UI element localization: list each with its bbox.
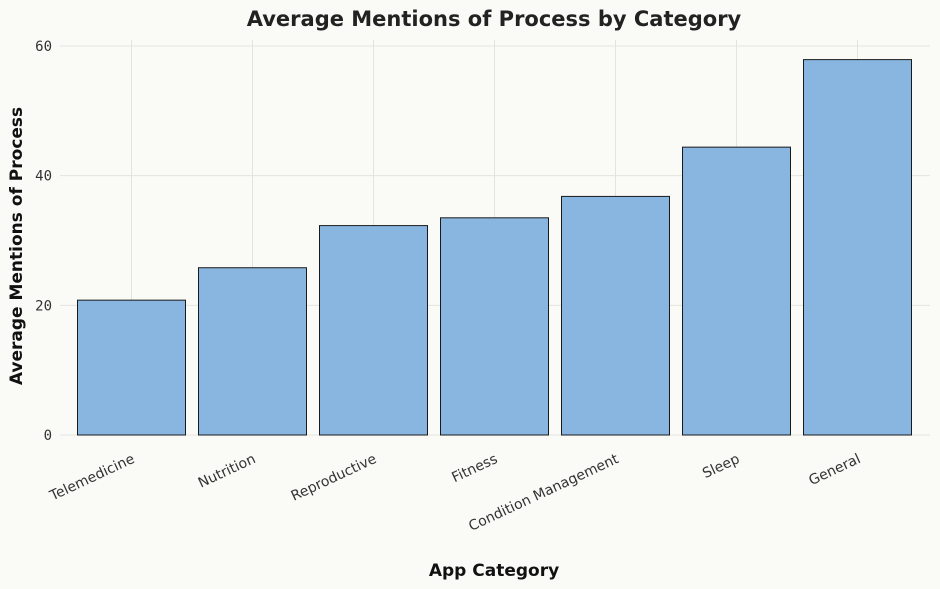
x-axis-title: App Category bbox=[429, 561, 559, 581]
chart-title: Average Mentions of Process by Category bbox=[247, 7, 742, 31]
bar-nutrition bbox=[198, 267, 307, 436]
y-axis-title: Average Mentions of Process bbox=[7, 107, 27, 385]
y-axis-ticks: 0 20 40 60 bbox=[35, 39, 52, 444]
bar-general bbox=[803, 59, 912, 436]
x-tick-label: Nutrition bbox=[196, 451, 258, 491]
bar-fitness bbox=[440, 217, 549, 436]
bar-condition-management bbox=[561, 195, 670, 436]
y-tick-label: 0 bbox=[44, 428, 52, 444]
x-tick-label: General bbox=[806, 451, 863, 489]
bar-reproductive bbox=[319, 225, 428, 436]
y-tick-label: 20 bbox=[35, 298, 52, 314]
bars bbox=[77, 59, 912, 436]
x-tick-label: Sleep bbox=[700, 451, 742, 482]
bar-sleep bbox=[682, 146, 791, 436]
x-axis-ticks: Telemedicine Nutrition Reproductive Fitness… bbox=[47, 451, 863, 535]
y-tick-label: 40 bbox=[35, 169, 52, 185]
bar-telemedicine bbox=[77, 299, 186, 436]
y-tick-label: 60 bbox=[35, 39, 52, 55]
x-tick-label: Fitness bbox=[449, 451, 500, 486]
x-tick-label: Telemedicine bbox=[47, 451, 137, 505]
x-tick-label: Reproductive bbox=[289, 451, 379, 505]
